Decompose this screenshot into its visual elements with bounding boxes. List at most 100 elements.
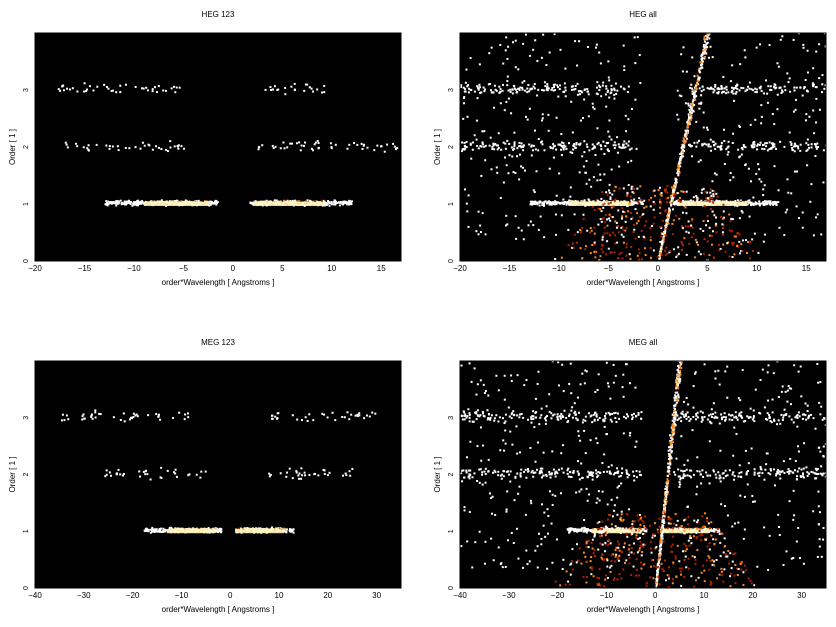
event-mark [282,141,285,144]
event-mark [806,89,809,92]
event-mark [556,84,559,87]
event-mark [506,57,509,60]
event-mark [95,143,98,146]
event-mark [65,143,68,146]
x-tick-label: 10 [275,591,284,600]
event-mark [697,77,700,80]
event-mark [187,474,190,477]
event-mark [761,202,764,205]
event-mark [270,89,273,92]
event-mark [706,46,709,49]
event-mark [469,142,472,145]
event-mark [605,105,608,108]
event-mark [94,411,97,414]
event-mark [761,201,764,204]
event-mark [687,113,690,116]
event-mark [701,66,704,69]
event-mark [348,143,351,146]
event-mark [763,200,766,203]
event-mark [698,71,701,74]
event-mark [683,237,686,240]
event-mark [613,189,616,192]
event-mark [786,72,789,75]
event-mark [248,527,251,530]
event-mark [555,201,558,204]
event-mark [736,245,739,248]
event-mark [192,200,195,203]
event-mark [694,90,697,93]
event-mark [802,46,805,49]
event-mark [732,176,735,179]
event-mark [670,204,673,207]
event-mark [210,200,213,203]
x-tick-label: −30 [77,591,91,600]
event-mark [467,87,470,90]
event-mark [214,527,217,530]
event-mark [145,86,148,89]
event-mark [612,231,615,234]
event-mark [599,86,602,89]
event-mark [815,50,818,53]
event-mark [601,191,604,194]
event-mark [773,85,776,88]
event-mark [494,143,497,146]
event-mark [658,257,661,260]
event-mark [291,477,294,480]
event-mark [718,530,721,533]
event-mark [547,87,550,90]
event-mark [178,411,181,414]
event-mark [630,159,633,162]
event-mark [271,414,274,417]
event-mark [269,86,272,89]
event-mark [323,84,326,87]
event-mark [154,528,157,531]
event-mark [596,93,599,96]
event-mark [362,144,365,147]
event-mark [157,413,160,416]
event-mark [625,246,628,249]
event-mark [512,148,515,151]
event-mark [534,148,537,151]
event-mark [461,141,464,144]
event-mark [731,89,734,92]
event-mark [665,223,668,226]
event-mark [708,87,711,90]
event-mark [600,148,603,151]
event-mark [733,253,736,256]
event-mark [723,128,726,131]
event-mark [477,210,480,213]
event-mark [308,413,311,416]
event-mark [356,143,359,146]
event-mark [164,89,167,92]
event-mark [507,45,510,48]
event-mark [496,148,499,151]
x-tick-label: −15 [78,264,92,273]
event-mark [704,50,707,53]
x-tick-label: 0 [656,264,661,273]
event-mark [667,214,670,217]
event-mark [537,138,540,141]
event-mark [579,119,582,122]
event-mark [705,38,708,41]
event-mark [541,201,544,204]
event-mark [659,193,662,196]
event-mark [632,185,635,188]
event-mark [676,168,679,171]
event-mark [643,199,646,202]
event-mark [306,83,309,86]
event-mark [656,255,659,258]
event-mark [341,416,344,419]
event-mark [775,86,778,89]
event-mark [569,195,572,198]
event-mark [106,201,109,204]
event-mark [682,46,685,49]
event-mark [463,144,466,147]
event-mark [762,194,765,197]
event-mark [109,201,112,204]
event-mark [294,199,297,202]
event-mark [358,414,361,417]
event-mark [365,414,368,417]
event-mark [822,149,825,152]
event-mark [622,87,625,90]
event-mark [610,91,613,94]
